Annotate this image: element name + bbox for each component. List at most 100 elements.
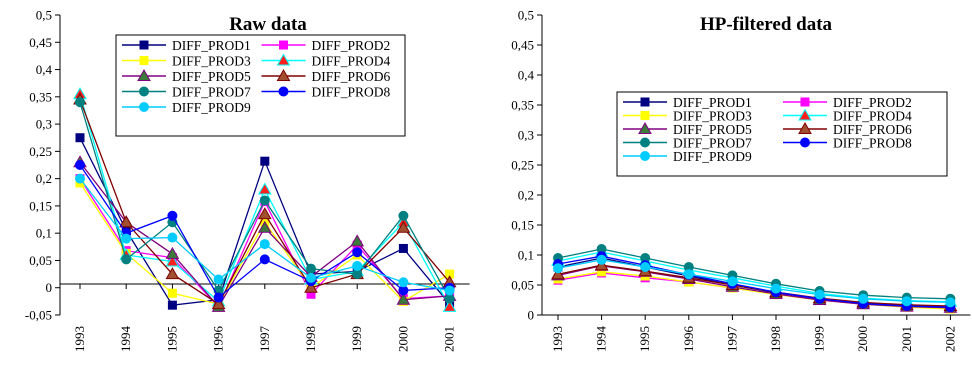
x-tick-label: 2002 xyxy=(942,326,957,352)
data-point xyxy=(551,267,565,280)
y-tick-label: 0,25 xyxy=(511,158,534,173)
data-point xyxy=(167,300,177,310)
data-point xyxy=(306,272,316,283)
y-tick-label: 0 xyxy=(528,308,535,323)
data-point xyxy=(165,267,180,280)
legend-label: DIFF_PROD3 xyxy=(172,54,251,69)
data-point xyxy=(396,292,411,305)
legend-marker xyxy=(276,53,291,66)
legend-entry: DIFF_PROD9 xyxy=(623,149,752,164)
x-tick-label: 1999 xyxy=(812,326,827,352)
legend-entry: DIFF_PROD8 xyxy=(261,85,391,100)
x-tick-label: 1997 xyxy=(724,326,739,353)
y-tick-label: 0,15 xyxy=(29,198,52,213)
x-tick-label: 2001 xyxy=(442,326,457,352)
data-point xyxy=(398,285,409,296)
data-point xyxy=(167,210,178,221)
data-point xyxy=(257,182,272,195)
x-tick-label: 1996 xyxy=(681,326,696,353)
y-tick-label: 0,35 xyxy=(511,98,534,113)
legend-entry: DIFF_PROD3 xyxy=(623,109,752,124)
y-tick-label: 0,45 xyxy=(29,35,52,50)
data-point xyxy=(771,283,781,294)
legend-marker xyxy=(640,151,650,161)
x-tick-label: 1997 xyxy=(257,326,272,353)
data-point xyxy=(75,97,85,108)
data-point xyxy=(75,133,85,143)
data-point xyxy=(75,160,85,170)
y-tick-label: -0,05 xyxy=(25,308,52,323)
x-tick-label: 2000 xyxy=(855,326,870,352)
data-point xyxy=(259,239,270,250)
legend-marker xyxy=(800,97,810,107)
legend-entry: DIFF_PROD7 xyxy=(623,136,752,151)
legend-entry: DIFF_PROD8 xyxy=(783,136,912,151)
legend-label: DIFF_PROD9 xyxy=(172,100,251,115)
y-tick-label: 0,05 xyxy=(29,253,52,268)
data-point xyxy=(260,156,270,166)
data-point xyxy=(398,277,409,288)
legend-label: DIFF_PROD9 xyxy=(673,149,752,164)
legend-entry: DIFF_PROD4 xyxy=(261,53,391,69)
data-point xyxy=(683,269,694,280)
legend-entry: DIFF_PROD6 xyxy=(261,68,391,84)
data-point xyxy=(396,220,411,233)
y-tick-label: 0,3 xyxy=(518,128,534,143)
legend-label: DIFF_PROD1 xyxy=(673,95,752,110)
data-point xyxy=(640,262,651,272)
data-point xyxy=(945,297,956,308)
series-diff_prod9 xyxy=(75,173,455,296)
x-tick-label: 2001 xyxy=(899,326,914,352)
data-point xyxy=(352,247,363,258)
data-point xyxy=(398,243,408,253)
legend-label: DIFF_PROD6 xyxy=(833,122,912,137)
x-tick-label: 1998 xyxy=(303,326,318,352)
legend-label: DIFF_PROD2 xyxy=(833,95,912,110)
legend-entry: DIFF_PROD6 xyxy=(783,121,912,137)
legend-marker xyxy=(798,108,812,121)
legend-label: DIFF_PROD5 xyxy=(673,122,752,137)
y-tick-label: 0,25 xyxy=(29,144,52,159)
chart-panel-2: 0,5 0,45 0,4 0,35 0,3 0,25 0,2 0,15 0,1 0,05 0 1993… xyxy=(511,8,971,353)
data-point xyxy=(352,269,363,280)
data-point xyxy=(352,260,363,271)
y-tick-label: 0,15 xyxy=(511,218,534,233)
legend-label: DIFF_PROD6 xyxy=(312,69,391,84)
legend-entry: DIFF_PROD2 xyxy=(261,38,391,53)
data-point xyxy=(398,210,409,221)
legend-label: DIFF_PROD2 xyxy=(312,38,391,53)
data-point xyxy=(306,263,316,274)
data-point xyxy=(167,232,178,243)
legend-label: DIFF_PROD3 xyxy=(673,109,752,124)
legend-label: DIFF_PROD4 xyxy=(833,109,912,124)
legend: DIFF_PROD1 DIFF_PROD2 DIFF_PROD3 DIFF_PROD4… xyxy=(115,34,406,137)
data-point xyxy=(727,276,738,287)
data-point xyxy=(211,297,226,310)
data-point xyxy=(259,195,270,206)
legend-marker xyxy=(139,40,149,50)
data-point xyxy=(444,285,455,296)
legend-label: DIFF_PROD5 xyxy=(172,69,251,84)
legend-label: DIFF_PROD7 xyxy=(673,136,752,151)
legend-marker xyxy=(798,121,812,134)
y-tick-label: 0,35 xyxy=(29,89,52,104)
data-point xyxy=(213,292,224,303)
data-point xyxy=(858,293,869,304)
data-point xyxy=(814,289,825,300)
data-point xyxy=(444,293,455,304)
data-point xyxy=(304,280,318,293)
legend-marker xyxy=(139,86,149,97)
chart-title: HP-filtered data xyxy=(700,14,833,35)
series-line xyxy=(557,248,951,300)
y-tick-label: 0,1 xyxy=(36,226,52,241)
data-point xyxy=(901,296,912,307)
y-tick-label: 0,1 xyxy=(518,248,534,263)
legend-marker xyxy=(640,137,650,148)
series-line xyxy=(557,255,951,308)
chart-panel-1: 0,5 0,45 0,4 0,35 0,3 0,25 0,2 0,15 0,1 0,05 0 -0,0… xyxy=(25,8,470,353)
data-point xyxy=(350,234,365,247)
legend-marker xyxy=(139,56,149,65)
data-point xyxy=(596,254,607,265)
legend-label: DIFF_PROD8 xyxy=(312,85,391,100)
